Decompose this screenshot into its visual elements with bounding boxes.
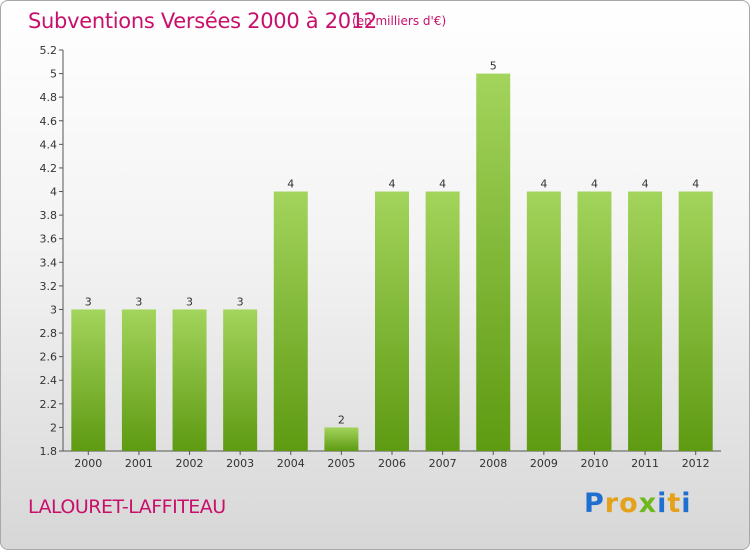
data-label: 4 <box>287 178 294 191</box>
bar <box>375 191 409 451</box>
y-tick-label: 5 <box>50 68 57 81</box>
logo-letter: o <box>619 488 639 519</box>
bar <box>121 309 156 451</box>
data-label: 3 <box>85 295 92 308</box>
bar <box>425 191 460 451</box>
y-tick-label: 4.8 <box>40 91 58 104</box>
logo-letter: t <box>667 488 682 519</box>
data-label: 4 <box>642 178 649 191</box>
chart-title: Subventions Versées 2000 à 2012 <box>28 9 377 33</box>
y-tick-label: 3.4 <box>40 256 58 269</box>
y-tick-label: 4 <box>50 186 57 199</box>
bar <box>628 191 663 451</box>
data-label: 4 <box>389 178 396 191</box>
bar <box>223 309 258 451</box>
bar <box>172 309 207 451</box>
proxiti-logo: Proxiti <box>584 488 692 519</box>
y-tick-label: 5.2 <box>40 44 58 57</box>
data-label: 3 <box>237 295 244 308</box>
y-tick-label: 3.8 <box>40 209 58 222</box>
logo-letter: r <box>604 488 620 519</box>
y-tick-label: 2.6 <box>40 351 58 364</box>
x-tick-label: 2000 <box>74 457 102 470</box>
y-tick-label: 2.4 <box>40 374 58 387</box>
data-label: 3 <box>186 295 193 308</box>
x-tick-label: 2001 <box>125 457 153 470</box>
x-tick-label: 2011 <box>631 457 659 470</box>
data-label: 4 <box>692 178 699 191</box>
data-label: 4 <box>591 178 598 191</box>
logo-letter: i <box>681 488 692 519</box>
logo-letter: P <box>584 488 605 519</box>
bar <box>324 427 359 451</box>
data-label: 4 <box>540 178 547 191</box>
y-tick-label: 4.4 <box>40 138 58 151</box>
y-tick-label: 2 <box>50 421 57 434</box>
x-tick-label: 2006 <box>378 457 406 470</box>
bar <box>71 309 106 451</box>
data-label: 3 <box>135 295 142 308</box>
data-label: 4 <box>439 178 446 191</box>
bar <box>678 191 713 451</box>
bar <box>476 73 511 452</box>
bar <box>526 191 561 451</box>
x-tick-label: 2007 <box>429 457 457 470</box>
logo-letter: x <box>638 488 658 519</box>
x-tick-label: 2008 <box>479 457 507 470</box>
place-name: LALOURET-LAFFITEAU <box>28 496 226 518</box>
x-tick-label: 2004 <box>277 457 305 470</box>
y-tick-label: 2.2 <box>40 398 58 411</box>
x-tick-label: 2010 <box>580 457 608 470</box>
bar <box>273 191 308 451</box>
y-tick-label: 1.8 <box>40 445 58 458</box>
y-tick-label: 3 <box>50 303 57 316</box>
x-tick-label: 2002 <box>176 457 204 470</box>
bar <box>577 191 612 451</box>
y-tick-label: 4.6 <box>40 115 58 128</box>
logo-letter: i <box>657 488 668 519</box>
y-tick-label: 4.2 <box>40 162 58 175</box>
x-tick-label: 2009 <box>530 457 558 470</box>
x-tick-label: 2003 <box>226 457 254 470</box>
x-tick-label: 2012 <box>682 457 710 470</box>
y-tick-label: 3.2 <box>40 280 58 293</box>
y-tick-label: 2.8 <box>40 327 58 340</box>
unit-note: (en milliers d'€) <box>352 14 447 28</box>
data-label: 2 <box>338 413 345 426</box>
data-label: 5 <box>490 60 497 73</box>
y-tick-label: 3.6 <box>40 233 58 246</box>
x-tick-label: 2005 <box>327 457 355 470</box>
